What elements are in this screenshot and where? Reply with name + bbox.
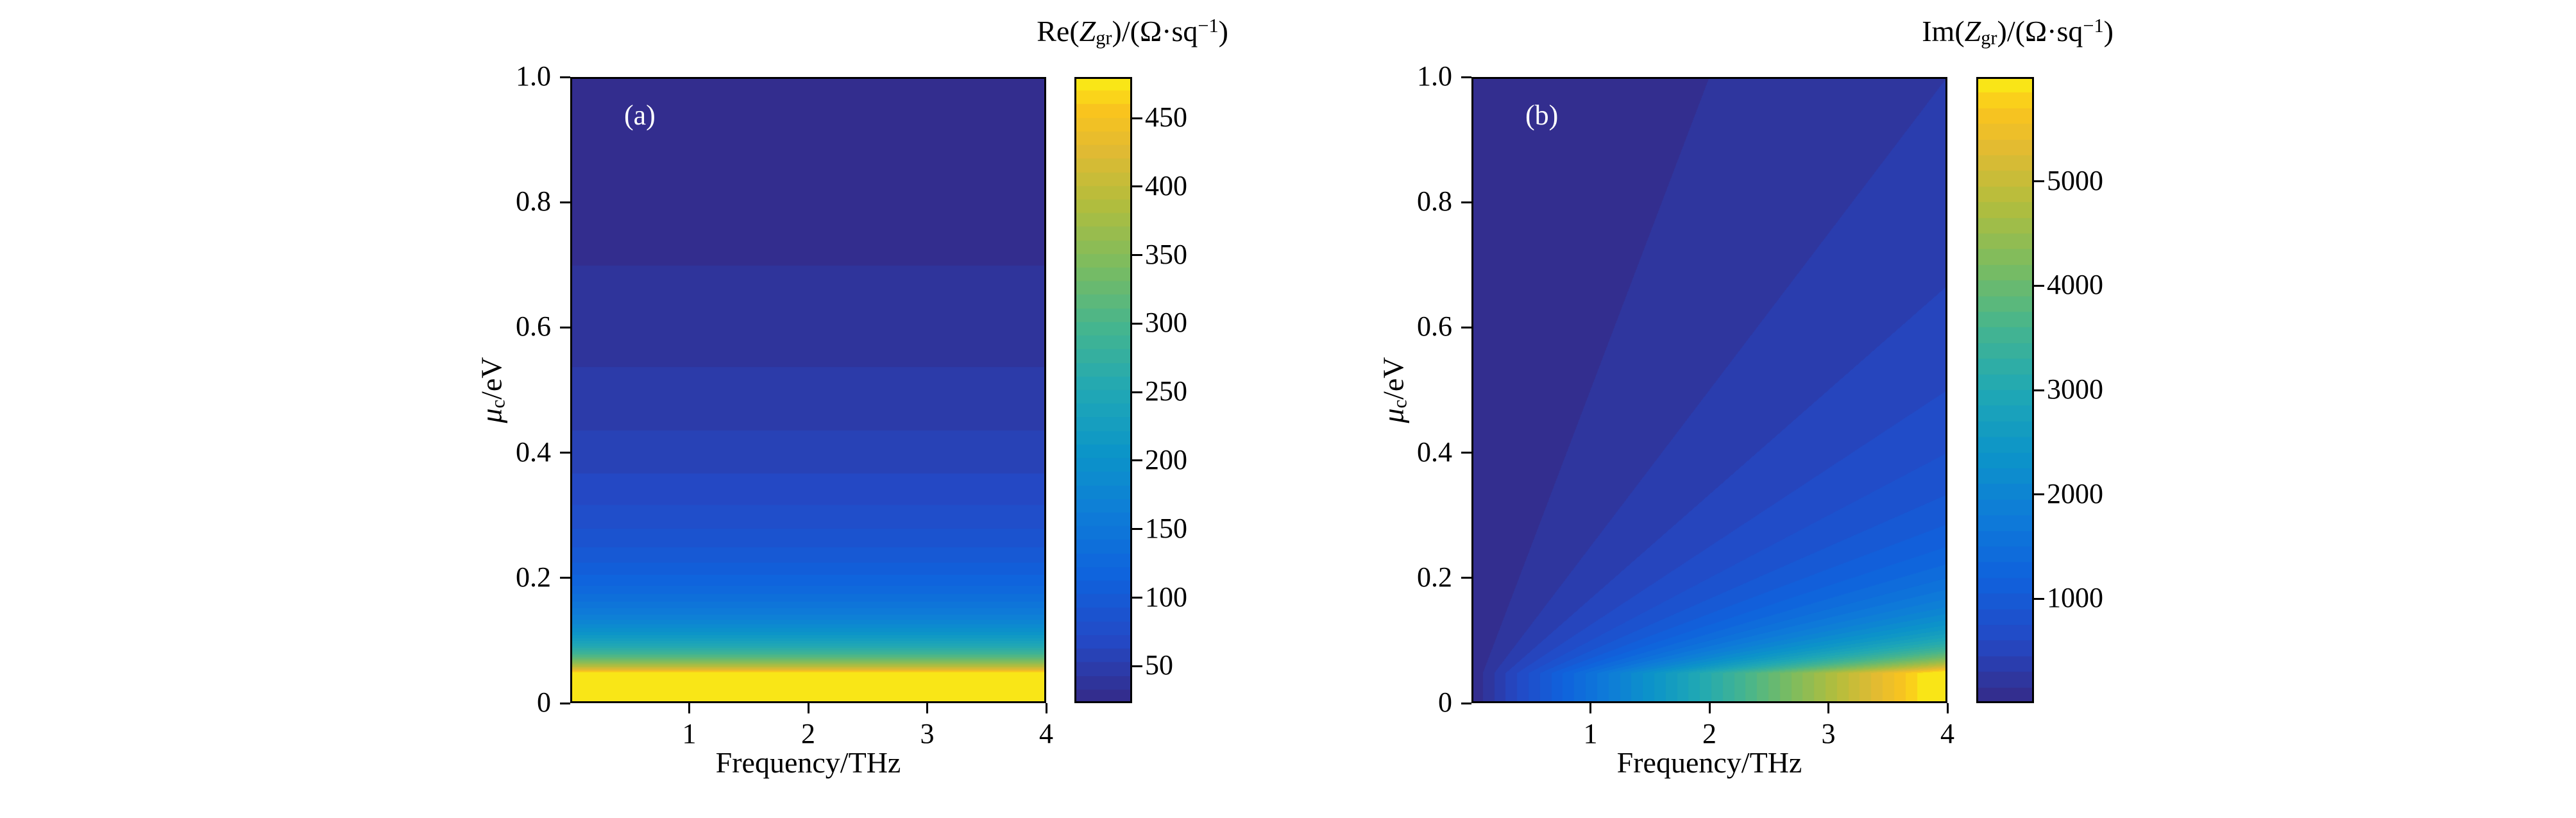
panel-b-heatmap bbox=[1471, 77, 1947, 703]
title-a-func: Re( bbox=[1037, 15, 1080, 47]
title-a-var: Z bbox=[1079, 15, 1096, 47]
colorbar-tick-label: 5000 bbox=[2047, 164, 2103, 196]
y-tick-label: 0.8 bbox=[1417, 185, 1452, 217]
colorbar-tick-mark bbox=[1132, 459, 1142, 462]
colorbar-tick-mark bbox=[1132, 391, 1142, 393]
colorbar-tick-label: 200 bbox=[1145, 443, 1187, 475]
colorbar-tick-label: 450 bbox=[1145, 101, 1187, 133]
y-tick-mark bbox=[560, 326, 570, 328]
x-tick-mark bbox=[807, 703, 809, 713]
ylabel-b-rest: /eV bbox=[1377, 357, 1410, 400]
colorbar-tick-mark bbox=[2034, 284, 2044, 287]
colorbar-tick-label: 250 bbox=[1145, 375, 1187, 407]
colorbar-tick-label: 400 bbox=[1145, 169, 1187, 201]
y-tick-mark bbox=[560, 201, 570, 203]
x-tick-label: 2 bbox=[1702, 718, 1716, 749]
x-tick-mark bbox=[1827, 703, 1829, 713]
panel-b-corner-label: (b) bbox=[1525, 99, 1559, 131]
title-a-var-sub: gr bbox=[1096, 27, 1112, 49]
colorbar-tick-label: 1000 bbox=[2047, 582, 2103, 614]
colorbar-tick-label: 350 bbox=[1145, 238, 1187, 270]
title-b-var: Z bbox=[1964, 15, 1981, 47]
ylabel-a-sub: c bbox=[487, 399, 509, 409]
colorbar-tick-label: 2000 bbox=[2047, 477, 2103, 509]
y-tick-label: 0.2 bbox=[1417, 561, 1452, 593]
colorbar-tick-mark bbox=[1132, 322, 1142, 325]
ylabel-b-var: μ bbox=[1377, 408, 1410, 423]
y-tick-label: 0.4 bbox=[1417, 436, 1452, 468]
panel-a-corner-label: (a) bbox=[624, 99, 656, 131]
panel-a-ylabel: μc/eV bbox=[475, 357, 509, 423]
x-tick-mark bbox=[1589, 703, 1591, 713]
panel-b-xlabel: Frequency/THz bbox=[1616, 746, 1802, 779]
colorbar-tick-label: 50 bbox=[1145, 649, 1173, 681]
y-tick-mark bbox=[560, 702, 570, 704]
panel-b-colorbar bbox=[1976, 77, 2034, 703]
y-tick-label: 0.4 bbox=[516, 436, 551, 468]
x-tick-label: 2 bbox=[801, 718, 815, 749]
ylabel-a-rest: /eV bbox=[475, 357, 508, 400]
y-tick-label: 1.0 bbox=[1417, 60, 1452, 92]
colorbar-tick-label: 4000 bbox=[2047, 269, 2103, 301]
y-tick-mark bbox=[1461, 76, 1471, 78]
panel-a-xlabel: Frequency/THz bbox=[715, 746, 901, 779]
colorbar-tick-mark bbox=[1132, 117, 1142, 119]
y-tick-mark bbox=[1461, 577, 1471, 579]
y-tick-mark bbox=[560, 577, 570, 579]
x-tick-mark bbox=[1946, 703, 1949, 713]
title-a-close: ) bbox=[1218, 15, 1228, 47]
colorbar-tick-label: 100 bbox=[1145, 581, 1187, 613]
title-b-var-sub: gr bbox=[1981, 27, 1997, 49]
y-tick-label: 0.2 bbox=[516, 561, 551, 593]
y-tick-label: 0.6 bbox=[516, 311, 551, 343]
y-tick-label: 0 bbox=[1438, 686, 1452, 718]
y-tick-label: 0.6 bbox=[1417, 311, 1452, 343]
panel-b-ylabel: μc/eV bbox=[1377, 357, 1411, 423]
ylabel-b-sub: c bbox=[1389, 399, 1411, 409]
x-tick-label: 3 bbox=[1821, 718, 1836, 749]
colorbar-tick-mark bbox=[2034, 389, 2044, 391]
x-tick-label: 3 bbox=[920, 718, 935, 749]
y-tick-mark bbox=[560, 452, 570, 454]
panel-a-heatmap bbox=[570, 77, 1046, 703]
x-tick-mark bbox=[1708, 703, 1711, 713]
y-tick-mark bbox=[1461, 452, 1471, 454]
title-a-sup: −1 bbox=[1198, 15, 1219, 37]
colorbar-tick-mark bbox=[1132, 665, 1142, 667]
colorbar-tick-mark bbox=[1132, 185, 1142, 188]
y-tick-mark bbox=[1461, 702, 1471, 704]
colorbar-tick-mark bbox=[2034, 597, 2044, 600]
colorbar-tick-mark bbox=[1132, 597, 1142, 599]
panel-b-colorbar-title: Im(Zgr)/(Ω·sq−1) bbox=[1922, 14, 2114, 49]
y-tick-mark bbox=[1461, 201, 1471, 203]
colorbar-tick-label: 150 bbox=[1145, 512, 1187, 544]
y-tick-label: 0.8 bbox=[516, 185, 551, 217]
title-b-sup: −1 bbox=[2083, 15, 2104, 37]
x-tick-label: 4 bbox=[1039, 718, 1053, 749]
x-tick-label: 4 bbox=[1940, 718, 1954, 749]
colorbar-tick-label: 300 bbox=[1145, 307, 1187, 339]
panel-a-colorbar-title: Re(Zgr)/(Ω·sq−1) bbox=[1037, 14, 1228, 49]
colorbar-tick-mark bbox=[2034, 180, 2044, 183]
colorbar-tick-mark bbox=[2034, 493, 2044, 496]
y-tick-label: 1.0 bbox=[516, 60, 551, 92]
title-b-mid: )/(Ω·sq bbox=[1997, 15, 2083, 47]
x-tick-mark bbox=[1045, 703, 1047, 713]
colorbar-tick-label: 3000 bbox=[2047, 373, 2103, 405]
x-tick-label: 1 bbox=[1583, 718, 1598, 749]
colorbar-tick-mark bbox=[1132, 528, 1142, 531]
panel-a-colorbar bbox=[1074, 77, 1132, 703]
title-b-func: Im( bbox=[1922, 15, 1965, 47]
colorbar-tick-mark bbox=[1132, 254, 1142, 257]
x-tick-mark bbox=[688, 703, 690, 713]
x-tick-label: 1 bbox=[682, 718, 697, 749]
title-b-close: ) bbox=[2103, 15, 2114, 47]
y-tick-label: 0 bbox=[537, 686, 551, 718]
title-a-mid: )/(Ω·sq bbox=[1112, 15, 1198, 47]
ylabel-a-var: μ bbox=[475, 408, 508, 423]
y-tick-mark bbox=[1461, 326, 1471, 328]
y-tick-mark bbox=[560, 76, 570, 78]
x-tick-mark bbox=[926, 703, 928, 713]
